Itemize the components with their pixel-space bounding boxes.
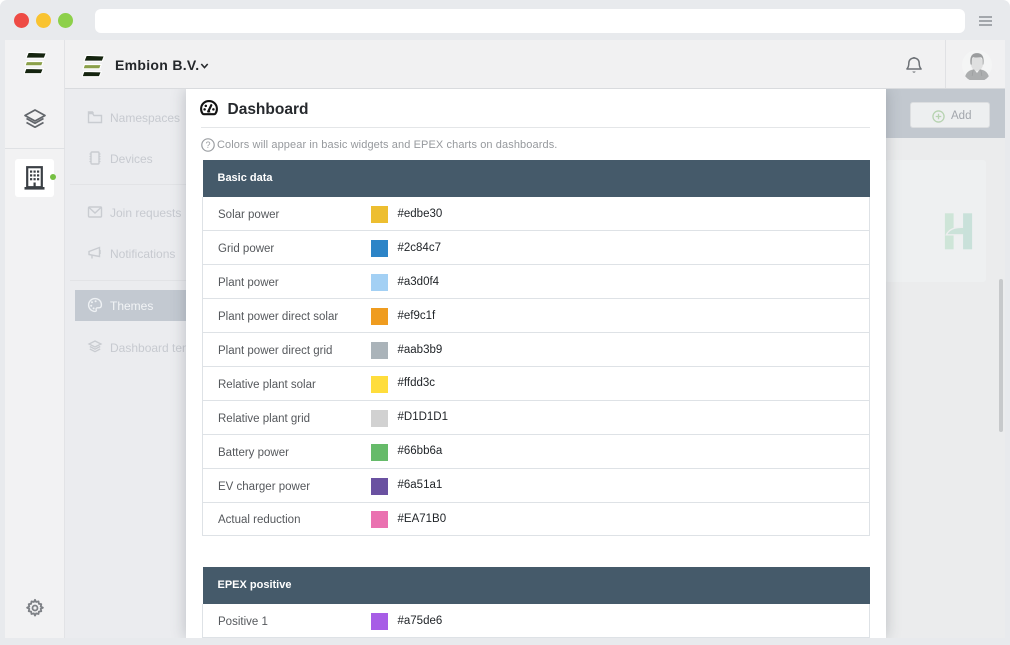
svg-text:?: ?: [205, 140, 210, 150]
